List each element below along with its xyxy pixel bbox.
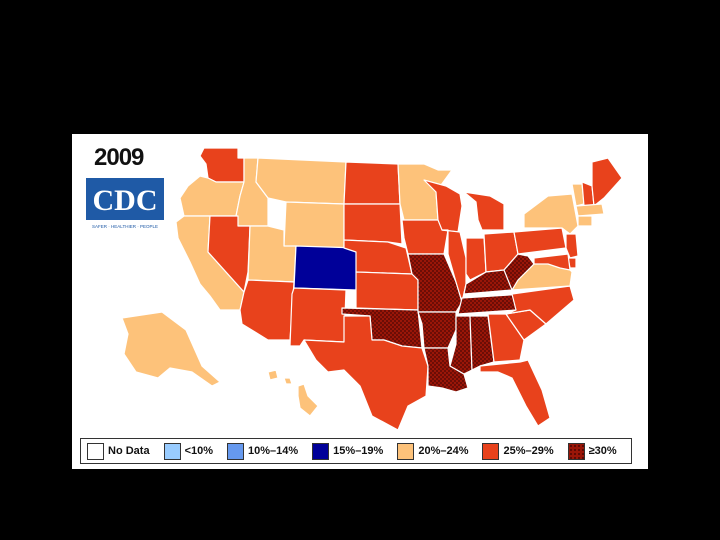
map-panel: 2009 CDC SAFER · HEALTHIER · PEOPLE No D… bbox=[72, 134, 648, 469]
state-co bbox=[293, 245, 359, 291]
cdc-logo-tagline: SAFER · HEALTHIER · PEOPLE bbox=[92, 224, 158, 229]
state-wa bbox=[199, 147, 245, 183]
state-nm bbox=[289, 287, 347, 347]
state-wy bbox=[283, 201, 345, 249]
legend-swatch bbox=[397, 442, 415, 460]
year-label: 2009 bbox=[94, 144, 144, 171]
state-nj bbox=[565, 233, 579, 259]
legend-item-10-14: 10%–14% bbox=[227, 442, 299, 460]
state-ar bbox=[417, 311, 457, 349]
legend-swatch bbox=[227, 442, 245, 460]
state-ga bbox=[487, 313, 525, 363]
legend-label: No Data bbox=[108, 445, 150, 457]
legend-swatch bbox=[163, 442, 181, 460]
state-la bbox=[423, 347, 469, 393]
state-ct bbox=[577, 215, 593, 227]
us-map bbox=[121, 147, 623, 431]
legend-item-ge30: ≥30% bbox=[567, 442, 617, 460]
state-mt bbox=[255, 157, 347, 205]
state-pa bbox=[513, 227, 567, 255]
legend-label: <10% bbox=[184, 445, 214, 457]
state-ks bbox=[355, 271, 419, 311]
legend-swatch bbox=[567, 442, 585, 460]
legend-item-no-data: No Data bbox=[87, 442, 150, 460]
state-ak bbox=[121, 311, 221, 387]
state-al bbox=[469, 315, 495, 371]
legend-swatch bbox=[312, 442, 330, 460]
state-fl bbox=[479, 359, 551, 427]
cdc-logo-text: CDC bbox=[93, 184, 158, 217]
legend-item-15-19: 15%–19% bbox=[312, 442, 384, 460]
legend: No Data <10% 10%–14% 15%–19% 20%–24% 25%–29% ≥… bbox=[80, 438, 632, 464]
state-tx bbox=[303, 315, 429, 431]
state-sd bbox=[343, 203, 403, 245]
cdc-logo: CDC SAFER · HEALTHIER · PEOPLE bbox=[86, 178, 164, 229]
state-me bbox=[591, 157, 623, 207]
state-nd bbox=[343, 161, 401, 205]
legend-swatch bbox=[87, 442, 104, 460]
legend-item-lt10: <10% bbox=[163, 442, 214, 460]
state-ma bbox=[575, 203, 605, 217]
legend-item-25-29: 25%–29% bbox=[482, 442, 554, 460]
state-md bbox=[533, 253, 571, 271]
legend-label: ≥30% bbox=[588, 445, 617, 457]
state-ny bbox=[523, 193, 579, 235]
legend-label: 25%–29% bbox=[503, 445, 554, 457]
state-in bbox=[465, 237, 487, 281]
state-az bbox=[239, 279, 295, 341]
state-or bbox=[179, 175, 245, 217]
legend-item-20-24: 20%–24% bbox=[397, 442, 469, 460]
state-nc bbox=[505, 285, 575, 325]
legend-label: 10%–14% bbox=[248, 445, 299, 457]
state-hi bbox=[267, 369, 319, 417]
legend-label: 20%–24% bbox=[418, 445, 469, 457]
legend-label: 15%–19% bbox=[333, 445, 384, 457]
legend-swatch bbox=[482, 442, 500, 460]
state-mi bbox=[463, 191, 505, 231]
